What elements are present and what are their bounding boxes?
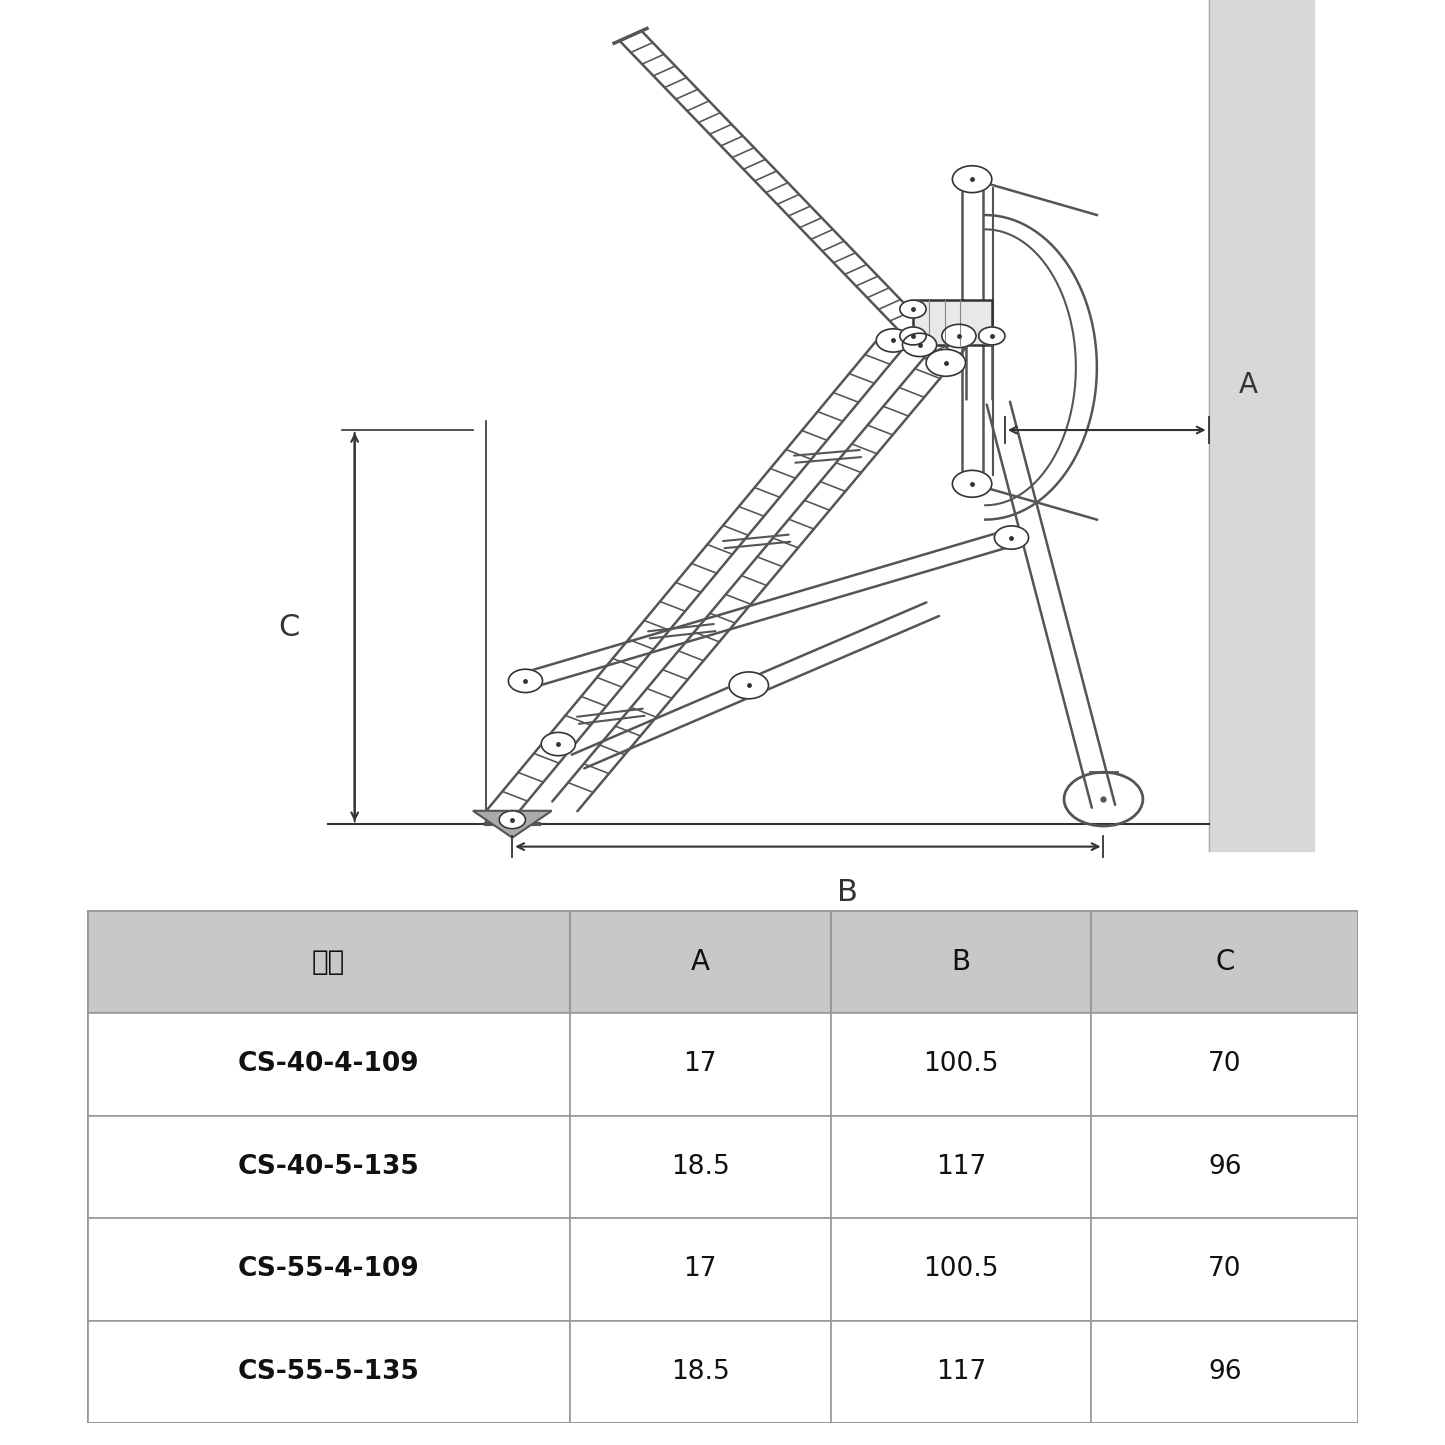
Bar xyxy=(1091,1116,1358,1218)
Text: 18.5: 18.5 xyxy=(670,1360,730,1384)
Bar xyxy=(87,1218,569,1321)
Text: 18.5: 18.5 xyxy=(670,1155,730,1179)
Bar xyxy=(569,910,831,1013)
Polygon shape xyxy=(913,301,991,345)
Circle shape xyxy=(952,471,991,497)
Bar xyxy=(831,910,1091,1013)
Bar xyxy=(831,1321,1091,1423)
Bar xyxy=(1091,1218,1358,1321)
Bar xyxy=(831,1013,1091,1116)
Text: C: C xyxy=(1215,948,1234,975)
Bar xyxy=(87,910,569,1013)
Text: CS-55-4-109: CS-55-4-109 xyxy=(237,1257,419,1282)
Circle shape xyxy=(978,327,1004,345)
Circle shape xyxy=(903,334,936,357)
Text: 70: 70 xyxy=(1208,1052,1241,1077)
Circle shape xyxy=(900,327,926,345)
Circle shape xyxy=(499,811,526,829)
Circle shape xyxy=(876,329,910,353)
Bar xyxy=(831,1116,1091,1218)
Text: B: B xyxy=(837,879,858,907)
Bar xyxy=(87,1116,569,1218)
Text: 100.5: 100.5 xyxy=(923,1257,998,1282)
Bar xyxy=(87,1013,569,1116)
Text: 型式: 型式 xyxy=(312,948,345,975)
Text: A: A xyxy=(1238,371,1257,399)
Text: 17: 17 xyxy=(683,1257,717,1282)
Bar xyxy=(569,1013,831,1116)
Bar xyxy=(569,1116,831,1218)
Text: 96: 96 xyxy=(1208,1360,1241,1384)
Circle shape xyxy=(900,301,926,318)
Text: 70: 70 xyxy=(1208,1257,1241,1282)
Text: CS-40-4-109: CS-40-4-109 xyxy=(237,1052,419,1077)
Bar xyxy=(87,1321,569,1423)
Bar xyxy=(1091,1013,1358,1116)
Polygon shape xyxy=(473,811,552,838)
Bar xyxy=(831,1218,1091,1321)
Circle shape xyxy=(509,669,542,692)
Circle shape xyxy=(542,733,575,756)
Text: 117: 117 xyxy=(936,1360,985,1384)
Bar xyxy=(1091,910,1358,1013)
Text: 96: 96 xyxy=(1208,1155,1241,1179)
Circle shape xyxy=(730,672,769,699)
Circle shape xyxy=(926,350,965,376)
Bar xyxy=(569,1321,831,1423)
Text: CS-55-5-135: CS-55-5-135 xyxy=(237,1360,419,1384)
Circle shape xyxy=(942,324,975,348)
Text: 17: 17 xyxy=(683,1052,717,1077)
Text: C: C xyxy=(279,613,299,642)
Bar xyxy=(569,1218,831,1321)
Circle shape xyxy=(994,526,1029,549)
Text: B: B xyxy=(951,948,971,975)
Bar xyxy=(1091,1321,1358,1423)
Circle shape xyxy=(952,166,991,192)
Text: 117: 117 xyxy=(936,1155,985,1179)
Text: CS-40-5-135: CS-40-5-135 xyxy=(237,1155,419,1179)
Text: 100.5: 100.5 xyxy=(923,1052,998,1077)
Text: A: A xyxy=(691,948,709,975)
